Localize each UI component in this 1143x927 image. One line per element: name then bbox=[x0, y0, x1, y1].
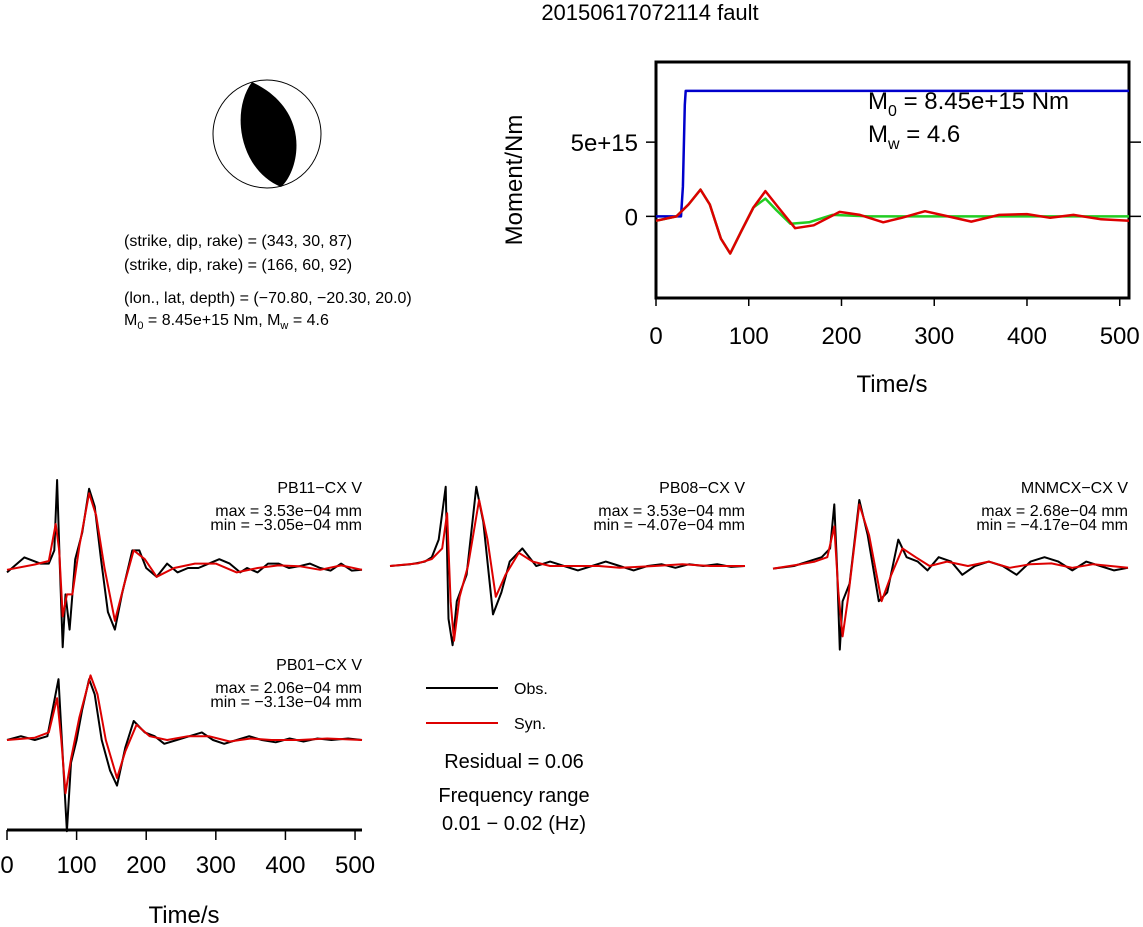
waveform-x-tick-label: 200 bbox=[126, 852, 166, 879]
moment-y-axis-label: Moment/Nm bbox=[501, 115, 528, 246]
beachball-diagram bbox=[212, 79, 322, 189]
moment-x-tick-label: 500 bbox=[1100, 323, 1140, 350]
beachball-compressional-lobe bbox=[240, 82, 297, 187]
moment-box-mw: Mw = 4.6 bbox=[868, 121, 960, 153]
waveform-x-axis-label: Time/s bbox=[148, 902, 219, 927]
nodal-plane-2: (strike, dip, rake) = (166, 60, 92) bbox=[124, 257, 352, 274]
synthetic-trace bbox=[6, 674, 363, 795]
observed-trace bbox=[6, 479, 363, 649]
moment-magnitude-summary: M0 = 8.45e+15 Nm, Mw = 4.6 bbox=[124, 312, 329, 332]
waveform-x-axis: 0 100 200 300 400 500 bbox=[0, 828, 375, 879]
station-min-amplitude: min = −4.17e−04 mm bbox=[976, 517, 1128, 534]
synthetic-trace bbox=[772, 503, 1129, 638]
station-name: MNMCX−CX V bbox=[1021, 480, 1128, 497]
synthetic-trace bbox=[389, 499, 745, 642]
moment-plot-frame bbox=[654, 60, 1131, 300]
legend-obs-label: Obs. bbox=[514, 681, 548, 698]
moment-y-tick-label: 5e+15 bbox=[571, 130, 638, 157]
moment-x-tick-label: 200 bbox=[821, 323, 861, 350]
station-min-amplitude: min = −3.13e−04 mm bbox=[210, 694, 362, 711]
station-max-amplitude: max = 3.53e−04 mm bbox=[215, 503, 362, 520]
synthetic-trace bbox=[6, 492, 363, 622]
waveform-x-tick-label: 100 bbox=[57, 852, 97, 879]
residual-value: Residual = 0.06 bbox=[444, 751, 584, 773]
moment-x-axis-label: Time/s bbox=[856, 371, 927, 398]
moment-x-tick-label: 400 bbox=[1007, 323, 1047, 350]
legend-syn-label: Syn. bbox=[514, 716, 546, 733]
moment-x-tick-label: 100 bbox=[729, 323, 769, 350]
moment-box-m0: M0 = 8.45e+15 Nm bbox=[868, 88, 1069, 120]
station-max-amplitude: max = 3.53e−04 mm bbox=[598, 503, 745, 520]
station-max-amplitude: max = 2.06e−04 mm bbox=[215, 680, 362, 697]
waveform-x-tick-label: 300 bbox=[196, 852, 236, 879]
hypocenter-location: (lon., lat, depth) = (−70.80, −20.30, 20… bbox=[124, 290, 412, 307]
waveform-x-tick-label: 500 bbox=[335, 852, 375, 879]
moment-series-line-2 bbox=[655, 188, 1130, 255]
observed-trace bbox=[772, 499, 1129, 651]
station-min-amplitude: min = −3.05e−04 mm bbox=[210, 517, 362, 534]
moment-y-tick-label: 0 bbox=[625, 204, 638, 231]
waveform-x-tick-label: 400 bbox=[265, 852, 305, 879]
frequency-range-label: Frequency range bbox=[438, 785, 589, 807]
figure-title: 20150617072114 fault bbox=[541, 0, 758, 25]
waveform-x-tick-label: 0 bbox=[0, 852, 13, 879]
moment-x-tick-label: 300 bbox=[914, 323, 954, 350]
nodal-plane-1: (strike, dip, rake) = (343, 30, 87) bbox=[124, 233, 352, 250]
station-min-amplitude: min = −4.07e−04 mm bbox=[593, 517, 745, 534]
frequency-range-value: 0.01 − 0.02 (Hz) bbox=[442, 813, 586, 835]
station-name: PB11−CX V bbox=[277, 480, 362, 497]
station-max-amplitude: max = 2.68e−04 mm bbox=[981, 503, 1128, 520]
moment-series-line-1 bbox=[655, 188, 1129, 255]
moment-x-tick-label: 0 bbox=[649, 323, 662, 350]
waveform-legend: Obs. Syn. bbox=[426, 681, 548, 733]
station-name: PB08−CX V bbox=[659, 480, 745, 497]
observed-trace bbox=[389, 485, 746, 647]
station-name: PB01−CX V bbox=[276, 657, 362, 674]
